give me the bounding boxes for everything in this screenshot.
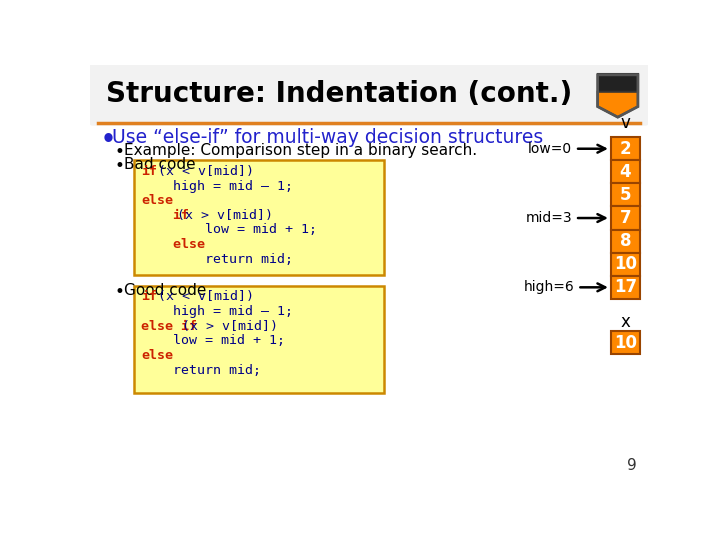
Text: (x > v[mid]): (x > v[mid]) bbox=[174, 320, 278, 333]
Text: else: else bbox=[141, 349, 173, 362]
Text: •: • bbox=[101, 128, 116, 152]
Bar bbox=[611, 253, 640, 276]
Text: 9: 9 bbox=[627, 458, 637, 473]
Text: low = mid + 1;: low = mid + 1; bbox=[141, 224, 317, 237]
Text: (x < v[mid]): (x < v[mid]) bbox=[150, 291, 254, 303]
Text: else: else bbox=[141, 238, 205, 251]
Bar bbox=[611, 137, 640, 160]
Bar bbox=[611, 230, 640, 253]
FancyBboxPatch shape bbox=[134, 286, 384, 393]
Text: 10: 10 bbox=[614, 334, 637, 352]
Text: (x < v[mid]): (x < v[mid]) bbox=[150, 165, 254, 178]
Text: •: • bbox=[114, 157, 125, 175]
FancyBboxPatch shape bbox=[89, 64, 649, 126]
Text: high=6: high=6 bbox=[523, 280, 575, 294]
Bar bbox=[611, 276, 640, 299]
Text: Example: Comparison step in a binary search.: Example: Comparison step in a binary sea… bbox=[124, 143, 477, 158]
Text: mid=3: mid=3 bbox=[526, 211, 572, 225]
Bar bbox=[611, 160, 640, 184]
Text: if: if bbox=[141, 209, 189, 222]
Text: return mid;: return mid; bbox=[141, 363, 261, 376]
Text: 7: 7 bbox=[620, 209, 631, 227]
Text: low=0: low=0 bbox=[528, 141, 572, 156]
Text: 8: 8 bbox=[620, 232, 631, 250]
Text: return mid;: return mid; bbox=[141, 253, 293, 266]
Text: Use “else-if” for multi-way decision structures: Use “else-if” for multi-way decision str… bbox=[112, 128, 543, 147]
Text: Good code: Good code bbox=[124, 283, 207, 298]
FancyBboxPatch shape bbox=[134, 160, 384, 275]
Text: (x > v[mid]): (x > v[mid]) bbox=[169, 209, 273, 222]
Text: if: if bbox=[141, 165, 157, 178]
Text: else if: else if bbox=[141, 320, 197, 333]
Polygon shape bbox=[598, 92, 638, 117]
Bar bbox=[611, 206, 640, 230]
Text: high = mid – 1;: high = mid – 1; bbox=[141, 179, 293, 193]
Text: 2: 2 bbox=[620, 140, 631, 158]
Text: 10: 10 bbox=[614, 255, 637, 273]
Text: Structure: Indentation (cont.): Structure: Indentation (cont.) bbox=[106, 80, 572, 108]
Text: Bad code: Bad code bbox=[124, 157, 196, 172]
Text: if: if bbox=[141, 291, 157, 303]
FancyBboxPatch shape bbox=[86, 61, 652, 484]
Text: 4: 4 bbox=[620, 163, 631, 181]
Text: •: • bbox=[114, 143, 125, 161]
Bar bbox=[611, 184, 640, 206]
Text: v: v bbox=[621, 114, 631, 132]
Text: 17: 17 bbox=[614, 278, 637, 296]
Text: high = mid – 1;: high = mid – 1; bbox=[141, 305, 293, 318]
Text: x: x bbox=[621, 313, 631, 331]
Bar bbox=[611, 331, 640, 354]
Text: 5: 5 bbox=[620, 186, 631, 204]
Text: •: • bbox=[114, 283, 125, 301]
Text: low = mid + 1;: low = mid + 1; bbox=[141, 334, 285, 347]
FancyBboxPatch shape bbox=[598, 74, 638, 92]
Text: else: else bbox=[141, 194, 173, 207]
